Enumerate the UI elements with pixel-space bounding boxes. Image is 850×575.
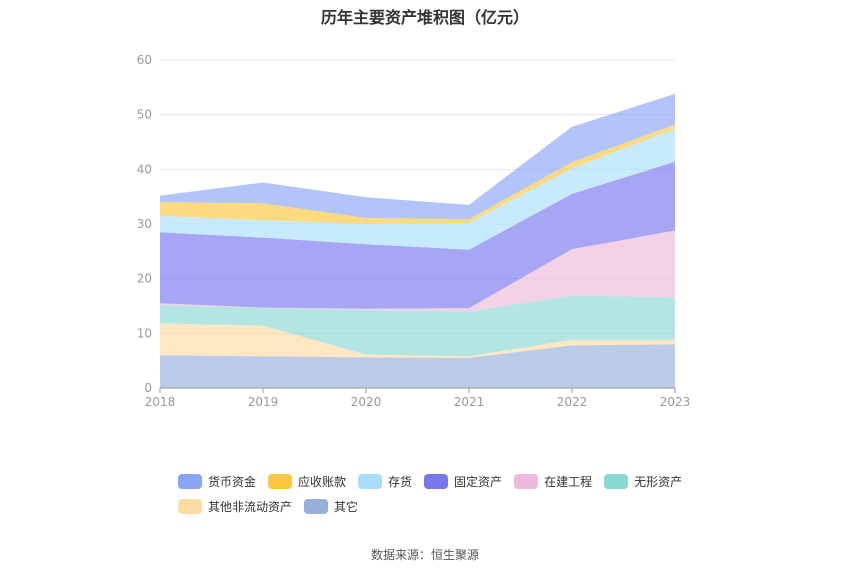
legend-item[interactable]: 其它 xyxy=(304,498,358,515)
x-tick-label: 2021 xyxy=(454,395,485,409)
area-无形资产 xyxy=(160,295,675,357)
legend-swatch xyxy=(358,474,383,489)
y-tick-label: 60 xyxy=(137,53,152,67)
x-tick-label: 2020 xyxy=(351,395,382,409)
y-tick-label: 40 xyxy=(137,162,152,176)
area-存货 xyxy=(160,128,675,250)
legend-label: 固定资产 xyxy=(454,475,503,489)
legend-item[interactable]: 固定资产 xyxy=(424,473,502,490)
stacked-area-chart: 0 10 20 30 40 50 60 2018 2019 2020 2021 2022 2023 xyxy=(137,53,691,409)
area-series xyxy=(160,93,675,388)
legend-item[interactable]: 其他非流动资产 xyxy=(178,498,292,515)
data-source: 数据来源：恒生聚源 xyxy=(370,548,479,562)
legend-label: 在建工程 xyxy=(544,475,593,489)
legend-item[interactable]: 在建工程 xyxy=(514,473,592,490)
y-tick-label: 10 xyxy=(137,326,152,340)
area-其它 xyxy=(160,344,675,388)
legend-label: 其它 xyxy=(334,500,359,514)
y-tick-label: 20 xyxy=(137,272,152,286)
x-tick-label: 2019 xyxy=(248,395,279,409)
legend-item[interactable]: 无形资产 xyxy=(604,473,682,490)
legend-swatch xyxy=(424,474,449,489)
legend-swatch xyxy=(178,499,202,514)
legend-swatch xyxy=(514,474,539,489)
legend-label: 无形资产 xyxy=(634,475,683,489)
x-tick-label: 2022 xyxy=(557,395,588,409)
x-tick-label: 2018 xyxy=(145,395,176,409)
legend-swatch xyxy=(178,474,202,489)
legend-label: 其他非流动资产 xyxy=(208,500,293,514)
chart-title: 历年主要资产堆积图（亿元） xyxy=(320,8,529,27)
x-tick-label: 2023 xyxy=(660,395,691,409)
area-在建工程 xyxy=(160,230,675,312)
y-tick-label: 50 xyxy=(137,108,152,122)
y-tick-label: 0 xyxy=(144,381,152,395)
legend-label: 存货 xyxy=(388,475,413,489)
legend-item[interactable]: 货币资金 xyxy=(178,473,256,490)
y-tick-label: 30 xyxy=(137,217,152,231)
legend-swatch xyxy=(604,474,629,489)
area-其他非流动资产 xyxy=(160,323,675,358)
area-固定资产 xyxy=(160,161,675,309)
legend-item[interactable]: 存货 xyxy=(358,473,412,490)
axes: 0 10 20 30 40 50 60 2018 2019 2020 2021 2022 2023 xyxy=(137,53,691,409)
legend-label: 货币资金 xyxy=(208,475,257,489)
legend-label: 应收账款 xyxy=(298,475,347,489)
legend-item[interactable]: 应收账款 xyxy=(268,473,346,490)
legend: 货币资金 应收账款 存货 固定资产 在建工程 无形资产其他非流动资产 其它 xyxy=(178,473,698,523)
area-货币资金 xyxy=(160,93,675,220)
legend-swatch xyxy=(304,499,329,514)
legend-swatch xyxy=(268,474,293,489)
area-应收账款 xyxy=(160,124,675,224)
